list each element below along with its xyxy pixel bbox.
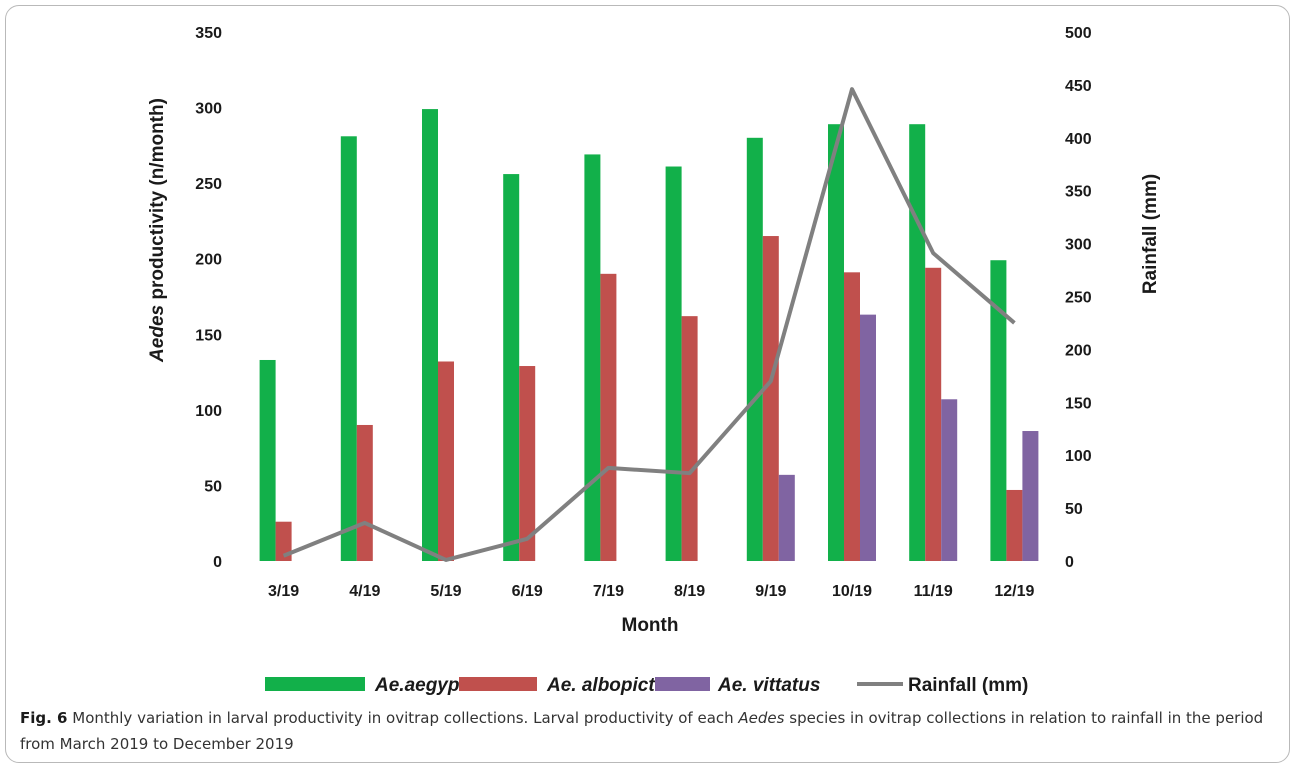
right-tick-label: 50 <box>1065 501 1083 518</box>
bar-ae-albopictus-5-19 <box>438 361 454 561</box>
left-tick-label: 300 <box>195 101 222 118</box>
left-axis-ticks: 0 50 100 150 200 250 300 350 <box>195 25 222 571</box>
caption-text-1: Monthly variation in larval productivity… <box>67 709 739 727</box>
right-tick-label: 200 <box>1065 342 1092 359</box>
bar-ae-aegypti-12-19 <box>990 260 1007 561</box>
bar-ae-albopictus-10-19 <box>844 272 860 561</box>
x-tick-label: 11/19 <box>914 583 953 600</box>
bar-ae-albopictus-12-19 <box>1006 489 1023 561</box>
x-tick-label: 7/19 <box>593 583 624 600</box>
left-tick-label: 350 <box>195 25 222 42</box>
bar-ae-albopictus-4-19 <box>356 424 373 561</box>
legend: Ae.aegypti Ae. albopictus Ae. vittatus R… <box>265 675 1028 696</box>
bar-ae-vittatus-10-19 <box>860 314 876 561</box>
right-tick-label: 100 <box>1065 448 1092 465</box>
left-tick-label: 100 <box>195 403 222 420</box>
x-tick-label: 6/19 <box>512 583 543 600</box>
legend-label-ae-albopictus: Ae. albopictus <box>546 675 677 696</box>
chart: 0 50 100 150 200 250 300 350 0 50 100 150 200 250 300… <box>147 25 1161 696</box>
right-tick-label: 0 <box>1065 554 1074 571</box>
bar-ae-albopictus-3-19 <box>275 521 292 561</box>
right-axis-ticks: 0 50 100 150 200 250 300 350 400 450 500 <box>1065 25 1092 571</box>
right-tick-label: 250 <box>1065 290 1092 307</box>
x-tick-label: 10/19 <box>832 583 872 600</box>
right-tick-label: 450 <box>1065 78 1092 95</box>
x-tick-label: 5/19 <box>430 583 461 600</box>
figure-caption: Fig. 6 Monthly variation in larval produ… <box>20 705 1270 757</box>
rainfall-line-layer <box>282 87 1016 562</box>
caption-italic: Aedes <box>738 709 785 727</box>
bar-ae-aegypti-10-19 <box>828 124 844 561</box>
right-tick-label: 400 <box>1065 131 1092 148</box>
rainfall-line <box>282 87 1016 562</box>
right-tick-label: 500 <box>1065 25 1092 42</box>
legend-swatch-ae-albopictus <box>459 677 537 691</box>
right-tick-label: 350 <box>1065 184 1092 201</box>
left-tick-label: 200 <box>195 252 222 269</box>
bar-ae-vittatus-11-19 <box>941 399 958 561</box>
right-axis-title: Rainfall (mm) <box>1140 174 1161 294</box>
legend-label-rainfall: Rainfall (mm) <box>908 675 1028 696</box>
bar-ae-albopictus-6-19 <box>519 366 536 561</box>
left-tick-label: 150 <box>195 327 222 344</box>
bar-ae-albopictus-9-19 <box>762 236 779 562</box>
caption-text-2: species in ovitrap collections in relati… <box>20 709 1264 753</box>
bar-ae-aegypti-5-19 <box>422 109 438 561</box>
x-tick-label: 8/19 <box>674 583 705 600</box>
x-tick-label: 9/19 <box>755 583 786 600</box>
bar-ae-vittatus-9-19 <box>778 474 795 561</box>
x-tick-label: 4/19 <box>349 583 380 600</box>
bar-ae-vittatus-12-19 <box>1022 431 1039 561</box>
left-tick-label: 0 <box>213 554 222 571</box>
x-tick-label: 12/19 <box>994 583 1034 600</box>
bar-ae-albopictus-11-19 <box>925 267 942 561</box>
bars-layer <box>259 109 1039 562</box>
bar-ae-aegypti-8-19 <box>665 166 682 561</box>
left-tick-label: 50 <box>204 478 222 495</box>
legend-label-ae-vittatus: Ae. vittatus <box>717 675 820 696</box>
bar-ae-aegypti-6-19 <box>503 174 520 561</box>
left-axis-title-rest: productivity (n/month) <box>147 98 168 305</box>
left-axis-title-italic: Aedes <box>147 305 168 363</box>
legend-swatch-ae-vittatus <box>655 677 710 691</box>
left-tick-label: 250 <box>195 176 222 193</box>
bar-ae-albopictus-7-19 <box>600 273 617 561</box>
x-axis-title: Month <box>622 615 679 636</box>
figure-frame <box>5 5 1290 763</box>
legend-swatch-ae-aegypti <box>265 677 365 691</box>
right-tick-label: 300 <box>1065 237 1092 254</box>
x-tick-label: 3/19 <box>268 583 299 600</box>
bar-ae-aegypti-4-19 <box>340 136 357 561</box>
bar-ae-aegypti-7-19 <box>584 154 601 561</box>
x-axis-ticks: 3/19 4/19 5/19 6/19 7/19 8/19 9/19 10/19 11/19 12… <box>268 583 1034 600</box>
legend-label-ae-aegypti: Ae.aegypti <box>374 675 472 696</box>
bar-ae-albopictus-8-19 <box>681 316 698 561</box>
bar-ae-aegypti-3-19 <box>259 359 276 561</box>
caption-label: Fig. 6 <box>20 709 68 727</box>
right-tick-label: 150 <box>1065 395 1092 412</box>
left-axis-title: Aedes productivity (n/month) <box>147 98 168 363</box>
bar-ae-aegypti-11-19 <box>909 124 926 561</box>
bar-ae-aegypti-9-19 <box>746 137 763 562</box>
